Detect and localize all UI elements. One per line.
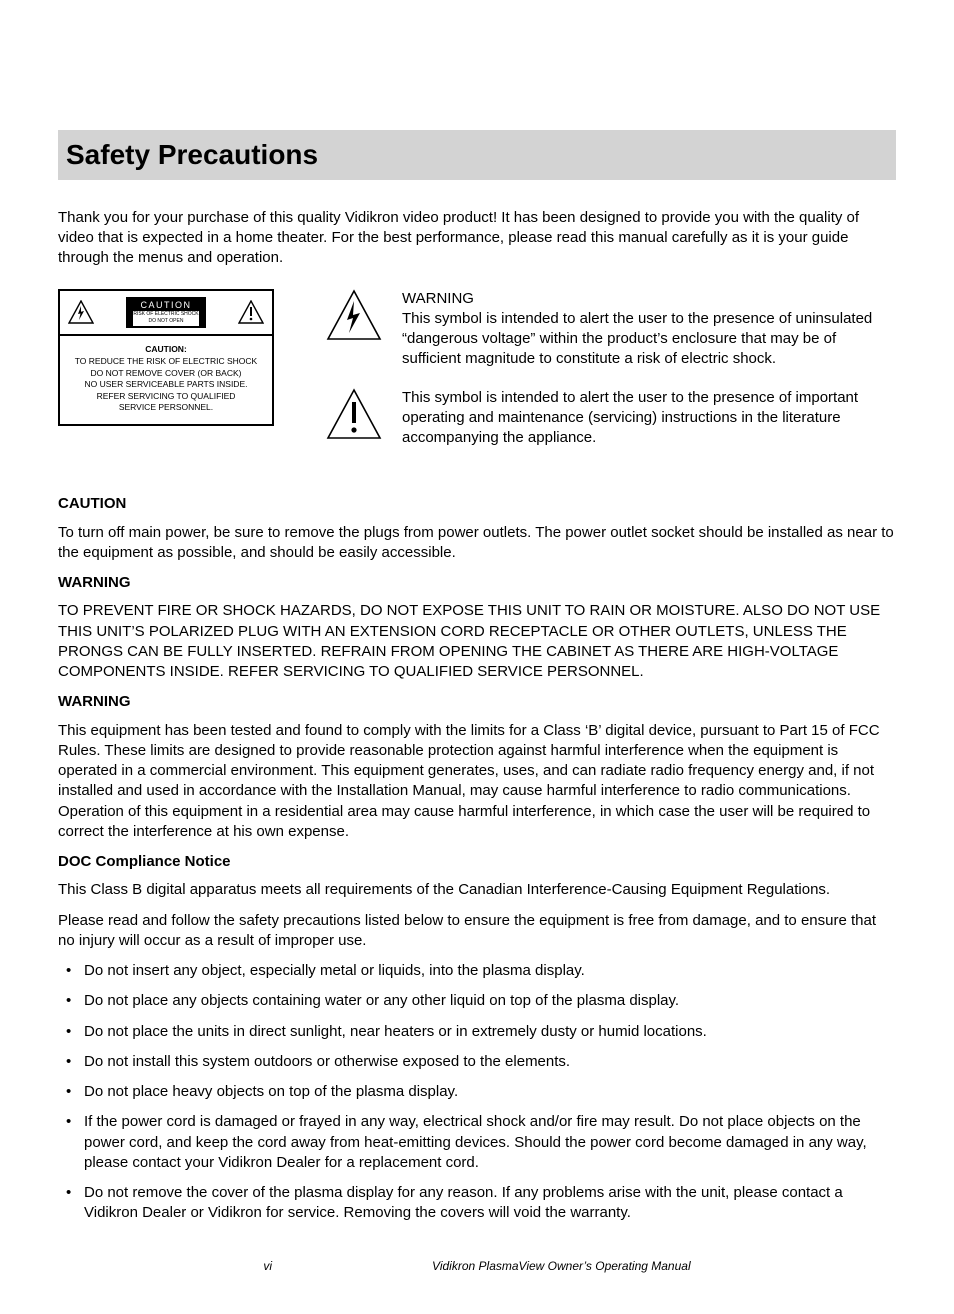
caution-bottom-l2: DO NOT REMOVE COVER (OR BACK) [66, 368, 266, 379]
explain-excl-text: This symbol is intended to alert the use… [402, 388, 896, 449]
page-footer: vi Vidikron PlasmaView Owner’s Operating… [58, 1258, 896, 1274]
caution-box-sub1: RISK OF ELECTRIC SHOCK [133, 311, 198, 319]
caution-black-box: CAUTION RISK OF ELECTRIC SHOCK DO NOT OP… [126, 297, 205, 328]
list-item: If the power cord is damaged or frayed i… [80, 1112, 896, 1173]
explain-excl: This symbol is intended to alert the use… [326, 388, 896, 449]
list-item: Do not place the units in direct sunligh… [80, 1022, 896, 1042]
section-body-1: TO PREVENT FIRE OR SHOCK HAZARDS, DO NOT… [58, 601, 896, 682]
section-body-0: To turn off main power, be sure to remov… [58, 523, 896, 564]
section-title-3: DOC Compliance Notice [58, 852, 896, 872]
caution-card-top: CAUTION RISK OF ELECTRIC SHOCK DO NOT OP… [60, 291, 272, 336]
explain-bolt-body: This symbol is intended to alert the use… [402, 309, 896, 370]
bolt-triangle-large-icon [326, 289, 382, 341]
caution-bottom-l3: NO USER SERVICEABLE PARTS INSIDE. [66, 379, 266, 390]
list-item: Do not place heavy objects on top of the… [80, 1082, 896, 1102]
section-body-3: This Class B digital apparatus meets all… [58, 880, 896, 900]
caution-box-sub2: DO NOT OPEN [133, 318, 198, 326]
symbol-explanations: WARNING This symbol is intended to alert… [326, 289, 896, 467]
footer-manual-name: Vidikron PlasmaView Owner’s Operating Ma… [432, 1258, 691, 1274]
bolt-triangle-icon [68, 300, 94, 324]
exclaim-triangle-large-icon [326, 388, 382, 440]
explain-excl-body: This symbol is intended to alert the use… [402, 388, 896, 449]
page-title: Safety Precautions [58, 130, 896, 180]
caution-card-bottom: CAUTION: TO REDUCE THE RISK OF ELECTRIC … [60, 336, 272, 424]
footer-page-number: vi [263, 1258, 272, 1274]
list-item: Do not place any objects containing wate… [80, 991, 896, 1011]
caution-label-card: CAUTION RISK OF ELECTRIC SHOCK DO NOT OP… [58, 289, 274, 426]
bullet-intro: Please read and follow the safety precau… [58, 911, 896, 952]
explain-bolt-label: WARNING [402, 289, 896, 309]
list-item: Do not remove the cover of the plasma di… [80, 1183, 896, 1224]
section-body-2: This equipment has been tested and found… [58, 721, 896, 843]
list-item: Do not insert any object, especially met… [80, 961, 896, 981]
section-title-0: CAUTION [58, 494, 896, 514]
caution-bottom-l4: REFER SERVICING TO QUALIFIED [66, 391, 266, 402]
caution-box-title: CAUTION [140, 300, 191, 310]
section-title-1: WARNING [58, 573, 896, 593]
intro-paragraph: Thank you for your purchase of this qual… [58, 208, 896, 269]
precautions-list: Do not insert any object, especially met… [58, 961, 896, 1224]
caution-bottom-title: CAUTION: [66, 344, 266, 355]
caution-bottom-l5: SERVICE PERSONNEL. [66, 402, 266, 413]
caution-bottom-l1: TO REDUCE THE RISK OF ELECTRIC SHOCK [66, 356, 266, 367]
exclaim-triangle-icon [238, 300, 264, 324]
section-title-2: WARNING [58, 692, 896, 712]
symbol-row: CAUTION RISK OF ELECTRIC SHOCK DO NOT OP… [58, 289, 896, 467]
explain-bolt: WARNING This symbol is intended to alert… [326, 289, 896, 370]
list-item: Do not install this system outdoors or o… [80, 1052, 896, 1072]
explain-bolt-text: WARNING This symbol is intended to alert… [402, 289, 896, 370]
